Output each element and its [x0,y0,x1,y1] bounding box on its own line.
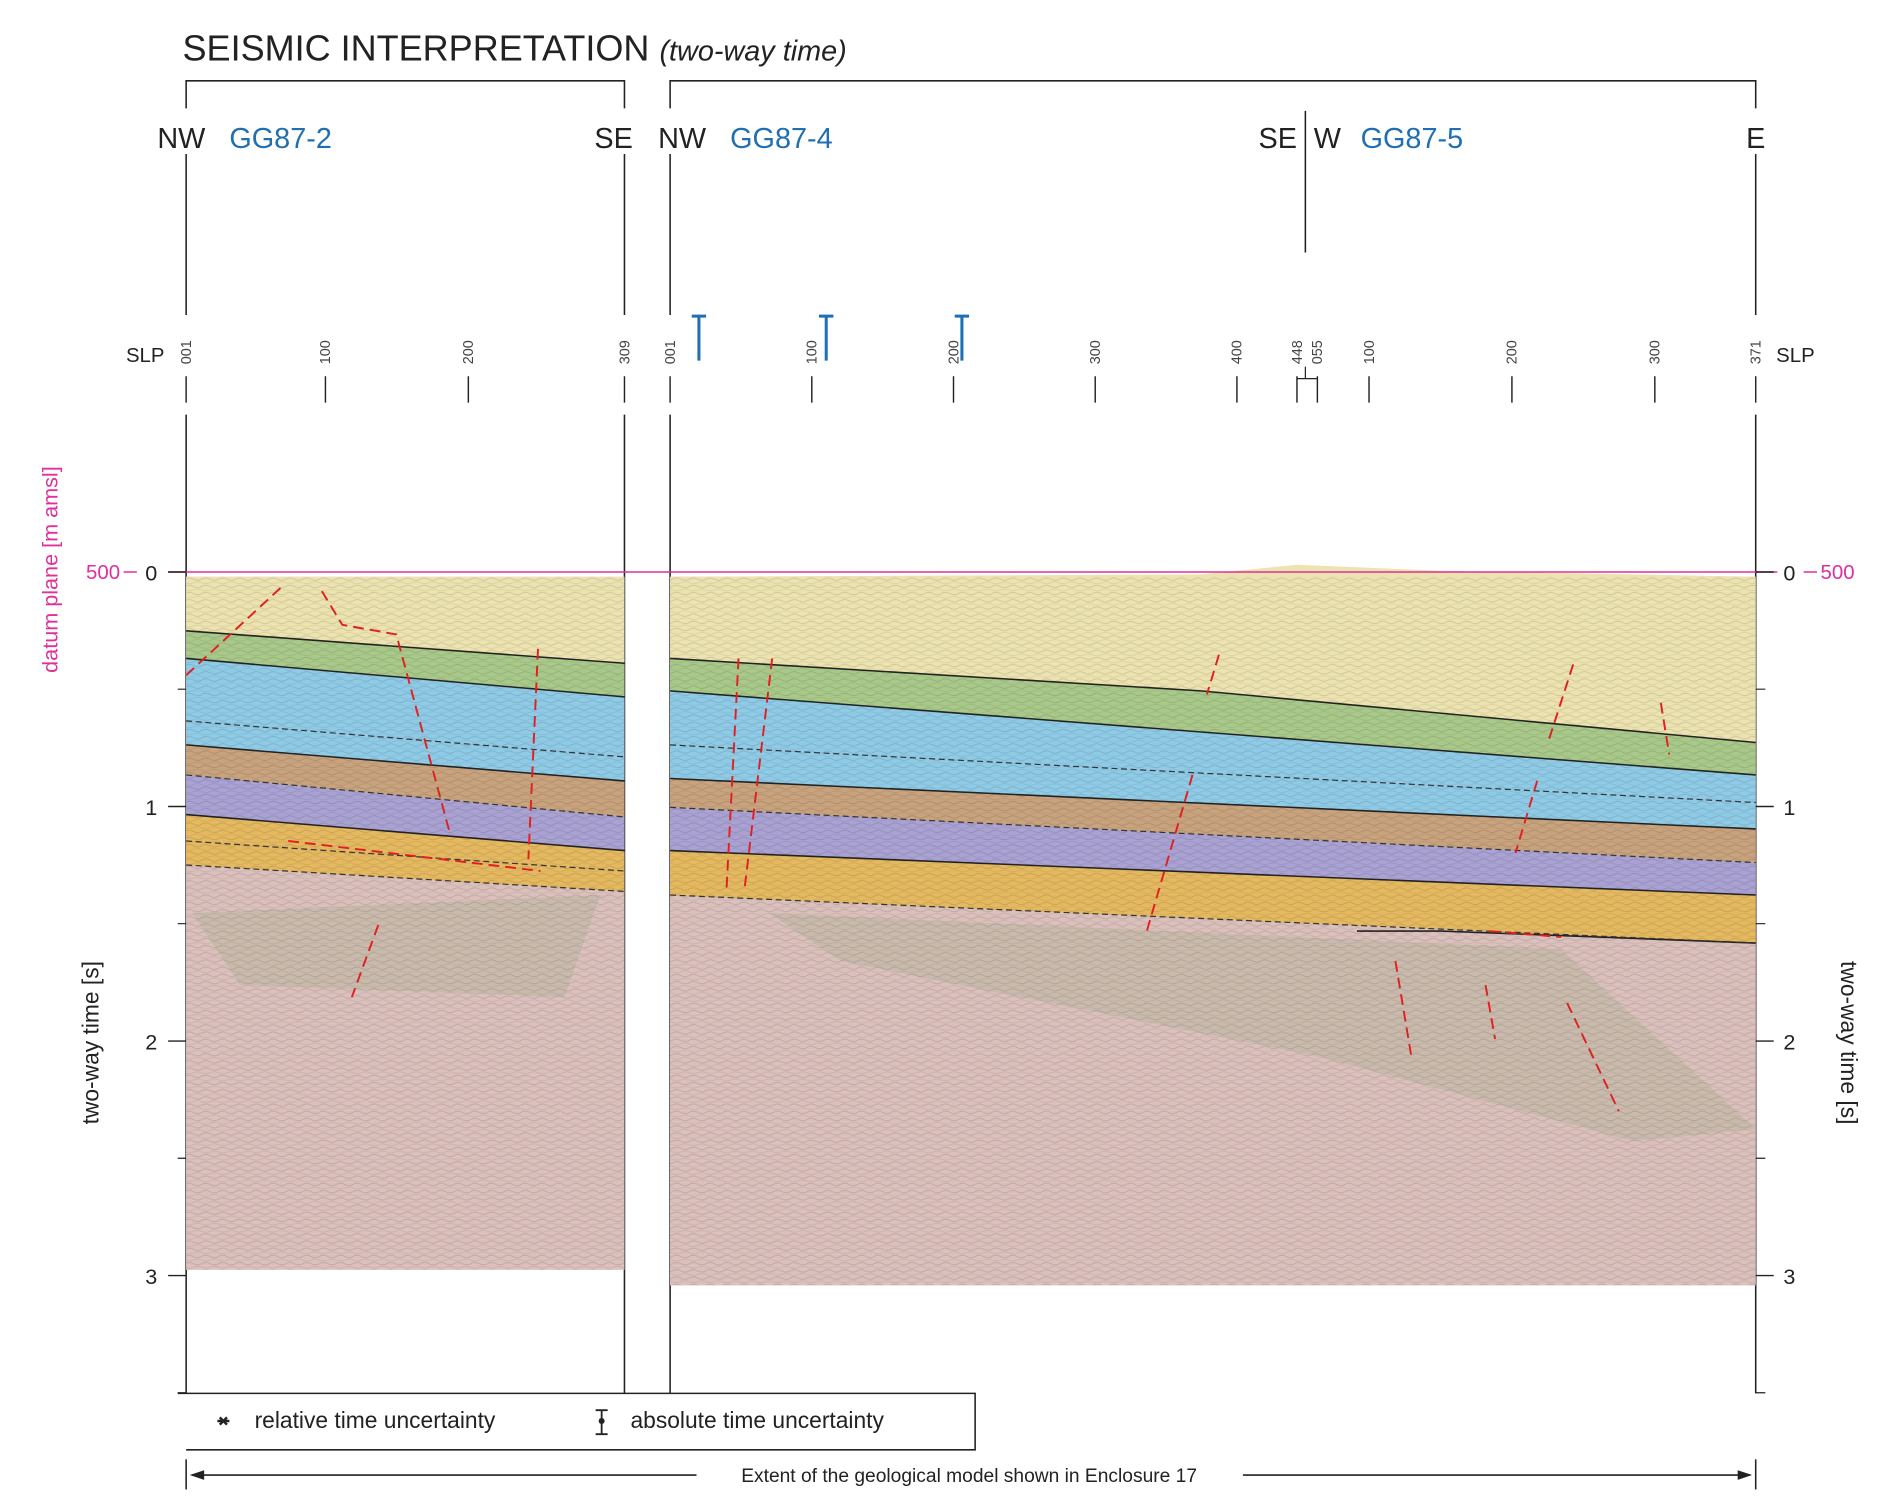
direction-label: NW [658,123,707,155]
slp-label: 371 [1749,340,1765,364]
y-tick-label: 1 [145,795,157,820]
slp-label: 100 [1362,340,1378,364]
direction-label: W [1314,123,1342,155]
uncertainty-marker [692,316,969,360]
slp-label: 055 [1310,340,1326,364]
profile-name: GG87-5 [1361,123,1464,155]
extent-note: Extent of the geological model shown in … [741,1466,1197,1487]
left-section [186,577,624,1270]
slp-label: 100 [805,340,821,364]
slp-label: 001 [663,340,679,364]
slp-axis-label: SLP [126,345,165,367]
bracket [186,81,1756,109]
slp-label: 309 [617,340,633,364]
legend-icon [217,1417,229,1424]
figure: SEISMIC INTERPRETATION (two-way time) re… [0,0,1883,1497]
legend-label: absolute time uncertainty [630,1407,884,1433]
slp-label: 200 [461,340,477,364]
datum-value: 500 [86,562,120,584]
profile-name: GG87-4 [730,123,832,155]
y-tick-label: 0 [145,560,157,585]
direction-label: E [1746,123,1765,155]
slp-label: 200 [946,340,962,364]
datum-axis-label: datum plane [m amsl] [38,466,63,673]
legend-label: relative time uncertainty [255,1407,496,1433]
direction-label: NW [157,123,206,155]
direction-label: SE [1259,123,1297,155]
y-tick-label: 0 [1783,560,1795,585]
y-tick-label: 1 [1783,795,1795,820]
legend-icon [599,1418,605,1424]
slp-label: 448 [1290,340,1306,364]
direction-label: SE [594,123,632,155]
y-tick-label: 3 [1783,1264,1795,1289]
slp-label: 300 [1088,340,1104,364]
slp-label: 100 [318,340,334,364]
slp-label: 001 [179,340,195,364]
slp-bracket [1297,367,1317,379]
profile-line [186,111,1756,315]
y-tick-label: 2 [145,1029,157,1054]
time-axis-label: two-way time [s] [77,961,103,1124]
slp-label: 300 [1648,340,1664,364]
time-axis-label: two-way time [s] [1836,961,1862,1124]
title: SEISMIC INTERPRETATION (two-way time) [183,27,847,68]
page: {"title":"SEISMIC INTERPRETATION","subti… [0,0,1883,1497]
datum-value: 500 [1821,562,1855,584]
right-section [670,565,1756,1286]
y-tick-label: 2 [1783,1029,1795,1054]
slp-axis-label: SLP [1776,345,1815,367]
profile-name: GG87-2 [229,123,332,155]
y-tick-label: 3 [145,1264,157,1289]
slp-label: 200 [1505,340,1521,364]
slp-label: 400 [1230,340,1246,364]
